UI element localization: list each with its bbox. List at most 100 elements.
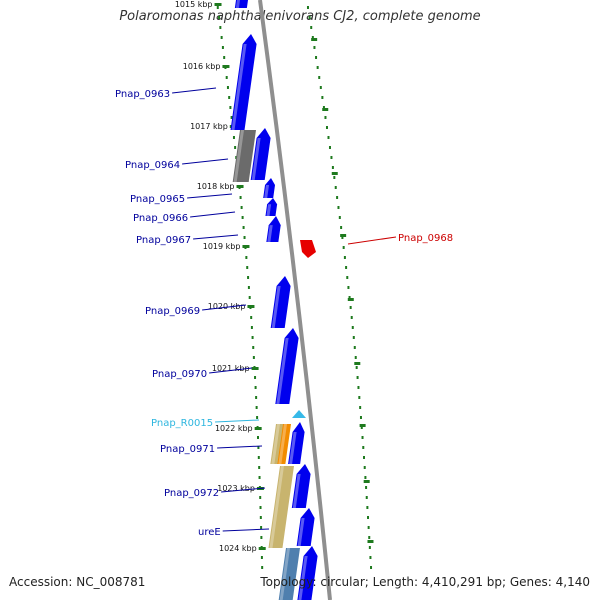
inner-dotted-guide xyxy=(255,396,258,399)
reverse-cds-pnap0968 xyxy=(300,240,316,258)
cds-block-bottom-shape xyxy=(297,546,318,600)
kbp-tick-dash xyxy=(247,305,255,308)
cds-block-top-shape xyxy=(234,0,248,8)
inner-dotted-guide xyxy=(260,526,263,529)
pseudogene-block-pnap0964-highlight xyxy=(233,130,244,182)
kbp-tick-dash xyxy=(242,245,250,248)
cds-block-pnap0964-highlight xyxy=(251,138,261,180)
feature-block-khaki-2-highlight xyxy=(269,466,284,548)
kbp-tick-label: 1022 kbp xyxy=(215,424,253,433)
inner-dotted-guide xyxy=(260,556,263,559)
inner-dotted-guide xyxy=(226,86,229,89)
gene-label: ureE xyxy=(198,527,221,538)
outer-dotted-guide xyxy=(370,566,373,569)
inner-dotted-guide xyxy=(258,466,261,469)
inner-dotted-guide xyxy=(245,256,248,259)
feature-block-steel-shape xyxy=(278,548,300,600)
cds-block-pnap0967-highlight xyxy=(267,225,273,242)
cds-block-pnap0971 xyxy=(288,422,305,464)
outer-dotted-guide xyxy=(333,176,336,179)
outer-tick-dash xyxy=(331,172,338,175)
inner-dotted-guide xyxy=(252,346,255,349)
outer-dotted-guide xyxy=(367,516,370,519)
cds-block-pnap0964-shape xyxy=(250,128,271,180)
inner-dotted-guide xyxy=(240,206,243,209)
feature-block-khaki-1-highlight xyxy=(271,424,280,464)
inner-dotted-guide xyxy=(229,106,232,109)
cds-block-pnap0966-shape xyxy=(265,198,278,216)
feature-block-khaki-2 xyxy=(268,466,294,548)
cds-block-pnap0965-highlight xyxy=(264,185,270,198)
inner-dotted-guide xyxy=(223,56,226,59)
outer-dotted-guide xyxy=(313,46,316,49)
inner-dotted-guide xyxy=(219,26,222,29)
kbp-tick-label: 1023 kbp xyxy=(217,484,255,493)
outer-dotted-guide xyxy=(325,126,328,129)
gene-label: Pnap_0971 xyxy=(160,444,215,455)
outer-dotted-guide xyxy=(363,456,366,459)
cds-block-pnap0970-highlight xyxy=(276,338,289,404)
feature-block-steel xyxy=(278,548,300,600)
outer-dotted-guide xyxy=(311,36,314,39)
inner-dotted-guide xyxy=(242,226,245,229)
outer-dotted-guide xyxy=(327,136,330,139)
map-title: Polaromonas naphthalenivorans CJ2, compl… xyxy=(119,9,481,24)
inner-dotted-guide xyxy=(261,566,264,569)
inner-dotted-guide xyxy=(259,496,262,499)
outer-dotted-guide xyxy=(357,386,360,389)
outer-dotted-guide xyxy=(341,236,344,239)
outer-tick-dash xyxy=(367,540,374,543)
kbp-tick-dash xyxy=(236,185,244,188)
outer-dotted-guide xyxy=(365,486,368,489)
gene-label-leader xyxy=(222,528,270,532)
cds-block-pnap0964 xyxy=(250,128,271,180)
outer-dotted-guide xyxy=(331,166,334,169)
outer-dotted-guide xyxy=(330,156,333,159)
gene-label: Pnap_R0015 xyxy=(151,418,213,429)
inner-dotted-guide xyxy=(260,536,263,539)
outer-dotted-guide xyxy=(308,16,311,19)
outer-dotted-guide xyxy=(359,406,362,409)
cds-block-pnap0972 xyxy=(291,464,311,508)
feature-block-orange-highlight xyxy=(278,424,287,464)
outer-dotted-guide xyxy=(352,336,355,339)
outer-tick-dash xyxy=(354,362,361,365)
cds-block-uree-shape xyxy=(296,508,315,546)
outer-dotted-guide xyxy=(354,356,357,359)
cds-block-pnap0972-shape xyxy=(291,464,311,508)
outer-tick-dash xyxy=(363,480,370,483)
inner-dotted-guide xyxy=(259,506,262,509)
cds-block-pnap0970-shape xyxy=(275,328,299,404)
kbp-tick-dash xyxy=(254,427,262,430)
outer-tick-dash xyxy=(347,298,354,301)
kbp-tick-label: 1019 kbp xyxy=(203,242,241,251)
outer-dotted-guide xyxy=(361,436,364,439)
kbp-tick-label: 1017 kbp xyxy=(190,122,228,131)
outer-dotted-guide xyxy=(365,496,368,499)
inner-dotted-guide xyxy=(234,146,237,149)
outer-dotted-guide xyxy=(369,556,372,559)
outer-dotted-guide xyxy=(360,426,363,429)
outer-dotted-guide xyxy=(324,116,327,119)
outer-tick-dash xyxy=(311,38,318,41)
gene-label: Pnap_0967 xyxy=(136,235,191,246)
inner-dotted-guide xyxy=(220,36,223,39)
gene-label-leader xyxy=(187,193,233,199)
cds-block-top-highlight xyxy=(235,0,240,8)
outer-dotted-guide xyxy=(346,276,349,279)
outer-tick-dash xyxy=(340,234,347,237)
cds-block-pnap0967 xyxy=(266,216,281,242)
inner-dotted-guide xyxy=(216,6,219,9)
outer-dotted-guide xyxy=(318,76,321,79)
inner-dotted-guide xyxy=(257,456,260,459)
outer-dotted-guide xyxy=(315,56,318,59)
inner-dotted-guide xyxy=(218,16,221,19)
cds-block-pnap0967-shape xyxy=(266,216,281,242)
cds-block-pnap0965 xyxy=(263,178,276,198)
outer-dotted-guide xyxy=(366,506,369,509)
outer-dotted-guide xyxy=(364,476,367,479)
outer-dotted-guide xyxy=(358,396,361,399)
gene-label: Pnap_0965 xyxy=(130,194,185,205)
kbp-tick-dash xyxy=(251,367,259,370)
